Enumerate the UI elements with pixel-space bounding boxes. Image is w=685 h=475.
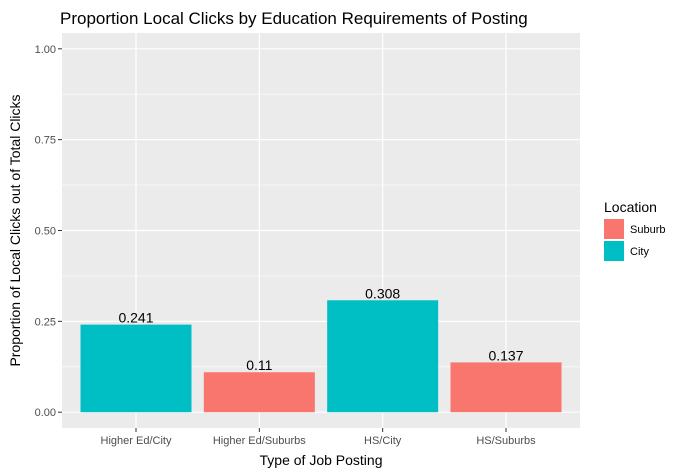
bar-value-label: 0.137 [488,347,523,363]
bars [80,300,562,413]
bar-value-labels: 0.241 0.11 0.308 0.137 [118,285,523,373]
y-tick-label: 0.25 [35,316,56,328]
bar [327,300,439,413]
bar-value-label: 0.11 [246,357,272,373]
legend-swatch [604,241,624,261]
legend-swatch [604,219,624,239]
chart-title: Proportion Local Clicks by Education Req… [60,9,528,28]
x-tick-label: Higher Ed/Suburbs [213,435,306,447]
bar-value-label: 0.308 [365,285,400,301]
y-axis-title: Proportion of Local Clicks out of Total … [7,94,23,366]
bar [450,362,562,413]
y-tick-label: 0.50 [35,226,56,238]
x-axis-ticks: Higher Ed/City Higher Ed/Suburbs HS/City HS… [101,428,536,447]
legend-label: City [630,246,649,258]
x-tick-label: HS/City [364,435,402,447]
x-tick-label: HS/Suburbs [476,435,536,447]
bar [203,372,315,413]
legend-title: Location [604,199,657,215]
legend-label: Suburb [630,224,665,236]
y-tick-label: 0.00 [35,407,56,419]
y-axis-ticks: 0.00 0.25 0.50 0.75 1.00 [35,44,62,419]
bar-value-label: 0.241 [118,310,153,326]
legend: Location Suburb City [604,199,665,261]
x-axis-title: Type of Job Posting [260,452,383,468]
y-tick-label: 1.00 [35,44,56,56]
x-tick-label: Higher Ed/City [101,435,172,447]
y-tick-label: 0.75 [35,135,56,147]
bar [80,324,192,413]
